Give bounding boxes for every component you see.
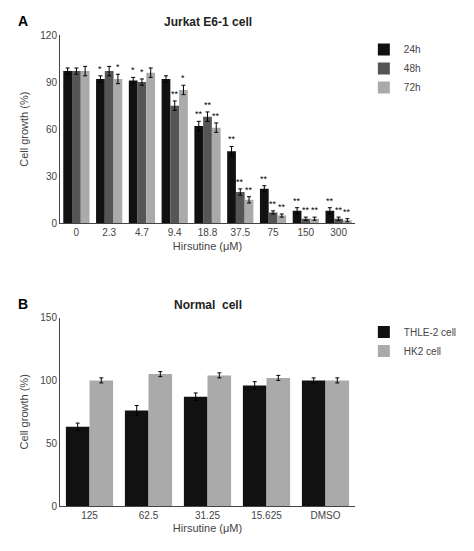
svg-text:300: 300 (330, 227, 347, 238)
svg-text:9.4: 9.4 (168, 227, 182, 238)
svg-text:0: 0 (74, 227, 80, 238)
svg-text:THLE-2 cell: THLE-2 cell (404, 327, 456, 338)
svg-text:100: 100 (40, 375, 57, 386)
svg-text:120: 120 (40, 30, 57, 41)
svg-text:**: ** (293, 196, 301, 206)
svg-text:**: ** (335, 205, 343, 215)
svg-text:Hirsutine (μM): Hirsutine (μM) (173, 522, 242, 534)
svg-text:62.5: 62.5 (139, 510, 159, 521)
svg-text:90: 90 (46, 77, 58, 88)
svg-text:B: B (18, 296, 28, 312)
svg-text:75: 75 (267, 227, 279, 238)
svg-text:125: 125 (81, 510, 98, 521)
svg-text:Normal cell: Normal cell (174, 298, 242, 312)
svg-text:Hirsutine (μM): Hirsutine (μM) (173, 240, 242, 252)
svg-text:18.8: 18.8 (198, 227, 218, 238)
svg-text:*: * (140, 67, 144, 77)
svg-text:**: ** (302, 205, 310, 215)
svg-text:**: ** (245, 185, 253, 195)
svg-text:**: ** (269, 199, 277, 209)
svg-text:*: * (181, 73, 185, 83)
svg-text:150: 150 (297, 227, 314, 238)
svg-text:Cell growth (%): Cell growth (%) (18, 92, 30, 167)
svg-text:Jurkat E6-1 cell: Jurkat E6-1 cell (164, 15, 252, 29)
svg-text:150: 150 (40, 312, 57, 323)
svg-text:2.3: 2.3 (102, 227, 116, 238)
svg-text:31.25: 31.25 (195, 510, 220, 521)
svg-text:A: A (18, 13, 28, 29)
svg-text:15.625: 15.625 (251, 510, 282, 521)
svg-text:24h: 24h (404, 44, 421, 55)
svg-text:**: ** (195, 109, 203, 119)
svg-text:**: ** (278, 202, 286, 212)
svg-text:0: 0 (51, 218, 57, 229)
svg-text:**: ** (326, 196, 334, 206)
svg-text:DMSO: DMSO (311, 510, 341, 521)
svg-text:*: * (116, 62, 120, 72)
svg-text:48h: 48h (404, 63, 421, 74)
svg-text:**: ** (236, 177, 244, 187)
svg-text:60: 60 (46, 124, 58, 135)
svg-text:72h: 72h (404, 82, 421, 93)
svg-text:**: ** (228, 134, 236, 144)
svg-text:**: ** (260, 174, 268, 184)
svg-text:*: * (98, 64, 102, 74)
svg-text:Cell growth (%): Cell growth (%) (18, 374, 30, 449)
svg-text:*: * (131, 65, 135, 75)
svg-text:**: ** (311, 205, 319, 215)
svg-text:**: ** (171, 89, 179, 99)
svg-text:30: 30 (46, 171, 58, 182)
svg-text:37.5: 37.5 (231, 227, 251, 238)
svg-text:**: ** (343, 207, 351, 217)
svg-text:4.7: 4.7 (135, 227, 149, 238)
svg-text:HK2 cell: HK2 cell (404, 346, 441, 357)
svg-text:**: ** (204, 100, 212, 110)
svg-text:50: 50 (46, 438, 58, 449)
svg-text:0: 0 (51, 501, 57, 512)
svg-text:**: ** (212, 111, 220, 121)
